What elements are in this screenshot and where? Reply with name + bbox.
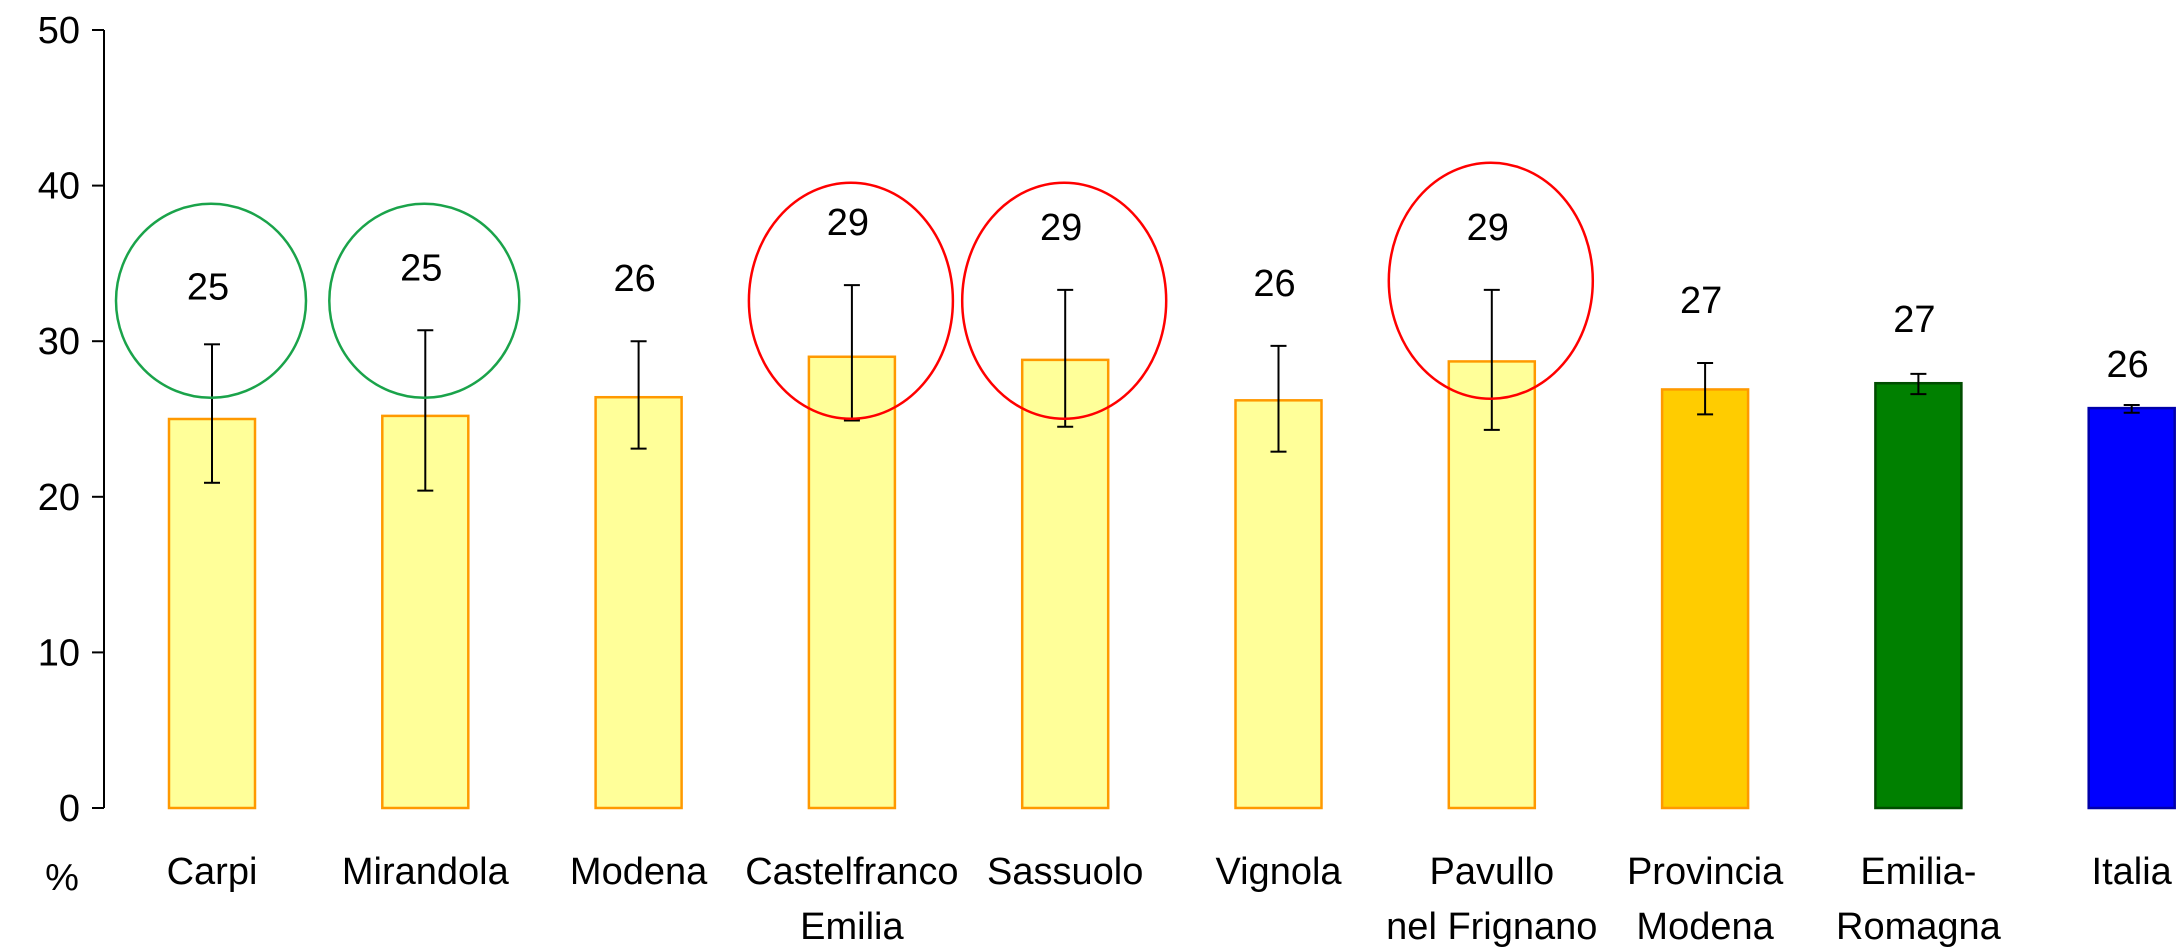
data-label: 29 bbox=[1040, 207, 1082, 249]
bar bbox=[1447, 360, 1537, 810]
highlight-circles bbox=[114, 161, 1595, 420]
error-bars bbox=[204, 284, 2140, 492]
y-tick-label: 20 bbox=[38, 477, 80, 519]
highlight-circle bbox=[1387, 161, 1595, 400]
bars bbox=[167, 355, 2176, 810]
bar bbox=[807, 355, 897, 810]
error-bar bbox=[1910, 372, 1927, 396]
highlight-circle bbox=[328, 202, 521, 399]
x-category-label: Sassuolo bbox=[987, 851, 1143, 893]
highlight-circle bbox=[960, 181, 1168, 420]
data-label: 25 bbox=[187, 266, 229, 308]
y-tick-label: 50 bbox=[38, 10, 80, 52]
highlight-circle bbox=[114, 202, 308, 399]
x-category-label: Carpi bbox=[167, 851, 258, 893]
x-category-label: Emilia-Romagna bbox=[1836, 851, 2002, 948]
x-category-label: Pavullo nel Frignano bbox=[1386, 851, 1597, 948]
bar bbox=[1234, 399, 1323, 810]
data-labels: 25 25 26 29 29 26 29 27 27 26 bbox=[187, 202, 2149, 386]
error-bar bbox=[1697, 361, 1714, 416]
error-bar bbox=[2123, 403, 2140, 414]
data-label: 29 bbox=[1467, 207, 1509, 249]
data-label: 25 bbox=[400, 247, 442, 289]
data-label: 26 bbox=[2107, 344, 2149, 386]
y-tick-label: 10 bbox=[38, 632, 80, 674]
bar bbox=[594, 395, 683, 810]
error-bar bbox=[1483, 288, 1500, 431]
error-bar bbox=[1270, 344, 1287, 453]
bar bbox=[167, 417, 257, 810]
data-label: 26 bbox=[613, 258, 655, 300]
x-category-label: Provincia Modena bbox=[1627, 851, 1784, 948]
highlight-circle bbox=[747, 181, 955, 420]
data-label: 29 bbox=[827, 202, 869, 244]
bar bbox=[1660, 388, 1750, 810]
error-bar bbox=[417, 329, 434, 492]
bar bbox=[1020, 358, 1110, 810]
error-bar bbox=[1057, 288, 1074, 428]
x-axis-labels: Carpi Mirandola Modena Castelfranco Emilia Sa… bbox=[167, 851, 2173, 948]
y-tick-label: 0 bbox=[59, 788, 80, 830]
y-tick-label: 30 bbox=[38, 321, 80, 363]
bar bbox=[2087, 406, 2176, 810]
error-bar bbox=[843, 284, 860, 422]
bar bbox=[1874, 381, 1963, 810]
error-bar bbox=[630, 340, 647, 450]
data-label: 27 bbox=[1680, 280, 1722, 322]
data-label: 27 bbox=[1893, 299, 1935, 341]
x-category-label: Italia bbox=[2092, 851, 2173, 893]
x-category-label: Vignola bbox=[1215, 851, 1342, 893]
y-axis-unit-label: % bbox=[45, 857, 79, 899]
error-bar bbox=[204, 343, 220, 484]
x-category-label: Modena bbox=[570, 851, 708, 893]
data-label: 26 bbox=[1253, 263, 1295, 305]
y-axis: 0 10 20 30 40 50 bbox=[38, 10, 105, 830]
y-tick-label: 40 bbox=[38, 166, 80, 208]
x-category-label: Mirandola bbox=[342, 851, 510, 893]
x-category-label: Castelfranco Emilia bbox=[745, 851, 958, 948]
